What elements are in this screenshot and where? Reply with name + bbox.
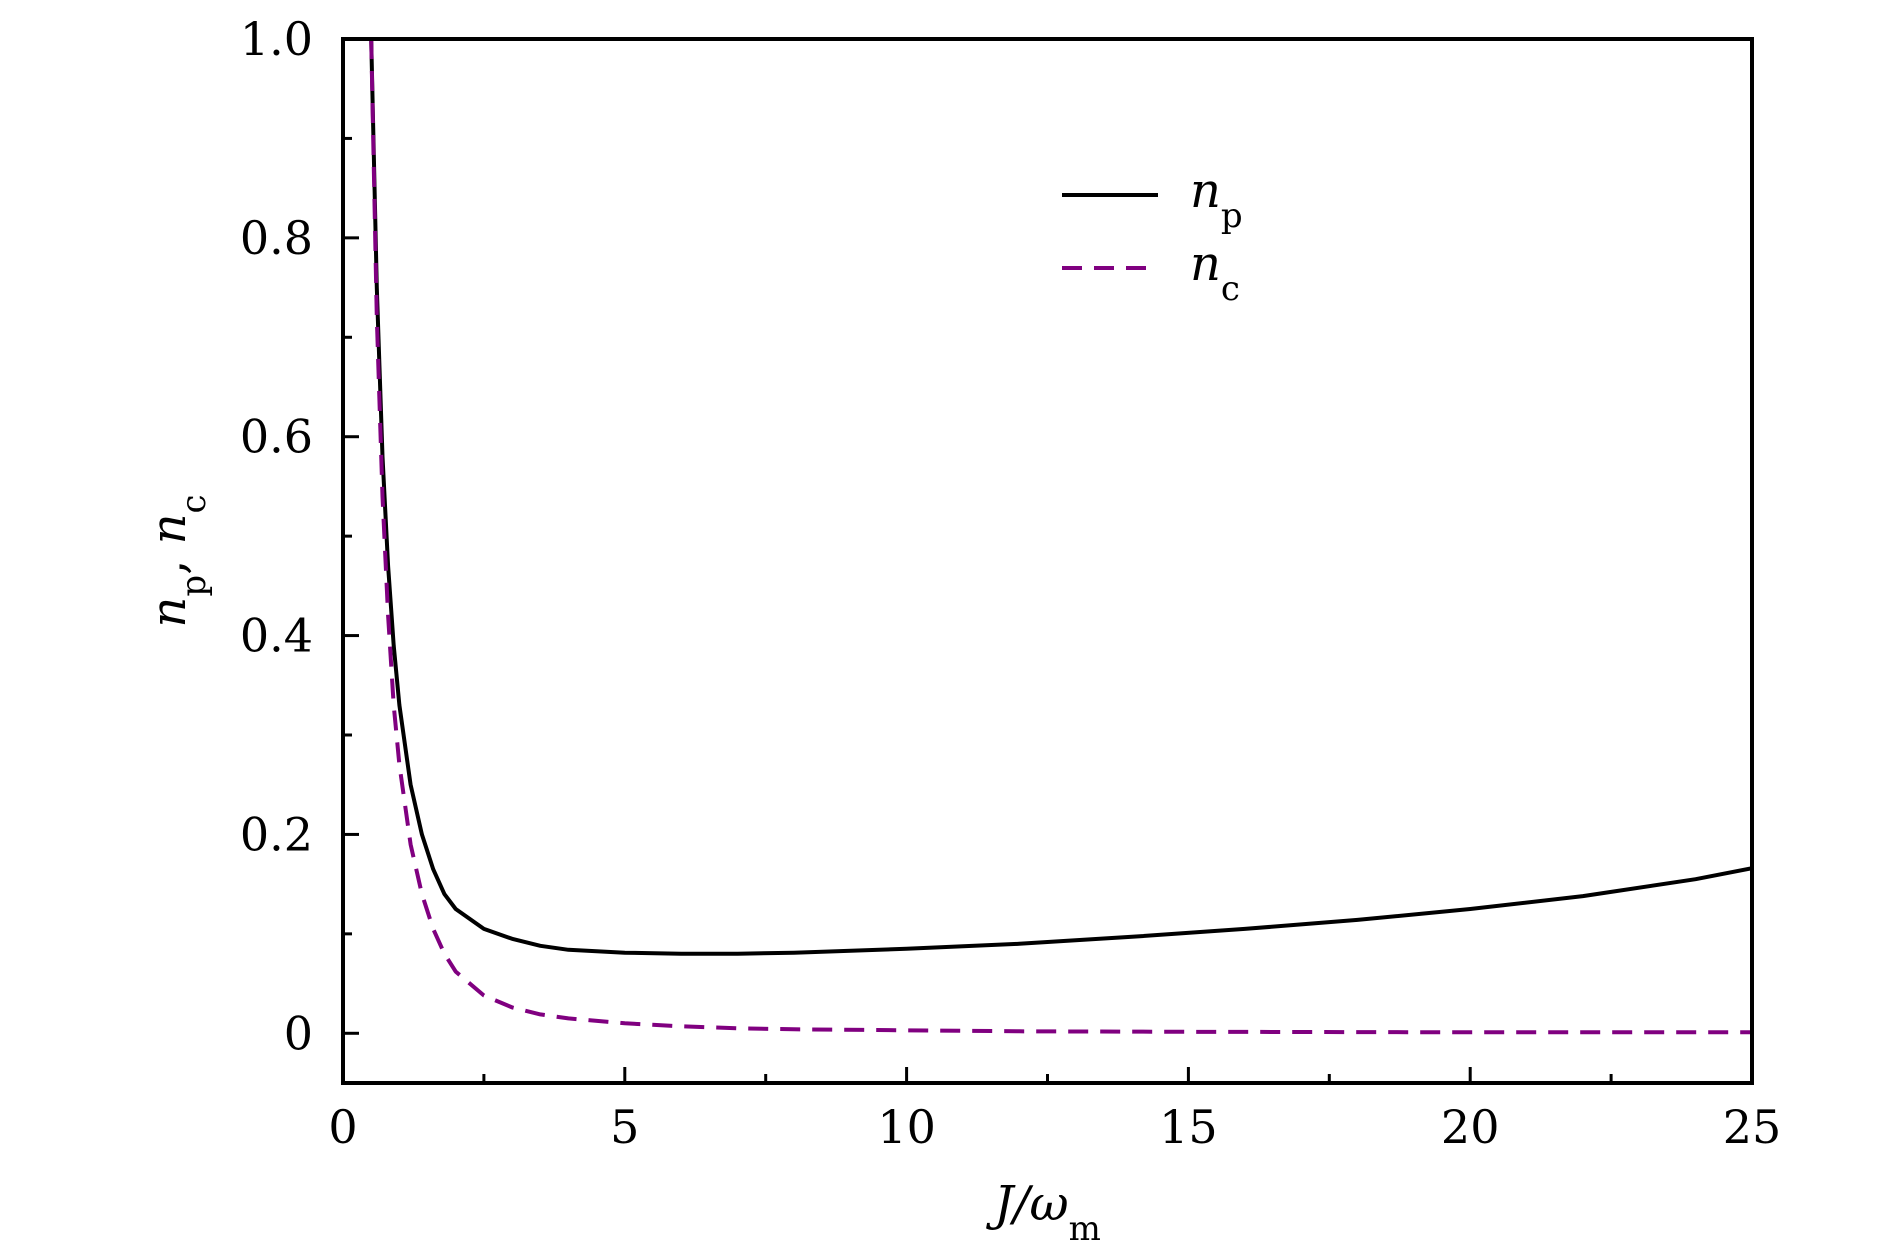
series-line-nc [369,39,1752,1035]
series-line-np [369,39,1752,956]
x-axis-label-sub: m [1069,1209,1101,1249]
y-tick-label: 0 [284,1006,313,1060]
y-axis-label-a-main: n [141,597,197,628]
x-axis-label: J/ωm [985,1176,1101,1249]
plot-frame [341,37,1754,1085]
legend: np nc [1062,163,1243,309]
y-tick-label: 0.6 [240,410,313,464]
y-axis-label-b-sub: c [174,494,214,513]
x-tick-label: 25 [1723,1100,1782,1154]
x-tick-label: 15 [1159,1100,1218,1154]
series-layer [369,39,1752,1035]
x-tick-label: 0 [328,1100,357,1154]
legend-label-nc: nc [1190,236,1240,309]
ticks-layer: 0 5 10 15 20 25 0 0.2 0.4 0.6 0.8 1.0 [240,12,1781,1154]
x-axis-label-main: J/ω [985,1176,1069,1232]
x-tick-label: 10 [877,1100,936,1154]
y-axis-label-sep: , [141,544,197,575]
x-tick-label: 5 [610,1100,639,1154]
y-axis-label-a-sub: p [174,575,214,597]
x-tick-label: 20 [1441,1100,1500,1154]
y-tick-label: 0.8 [240,211,313,265]
y-axis-label-b-main: n [141,513,197,544]
y-tick-label: 0.2 [240,807,313,861]
y-tick-label: 1.0 [240,12,313,66]
legend-label-np: np [1190,163,1243,236]
y-axis-label: np, nc [141,494,214,627]
y-tick-label: 0.4 [240,609,313,663]
